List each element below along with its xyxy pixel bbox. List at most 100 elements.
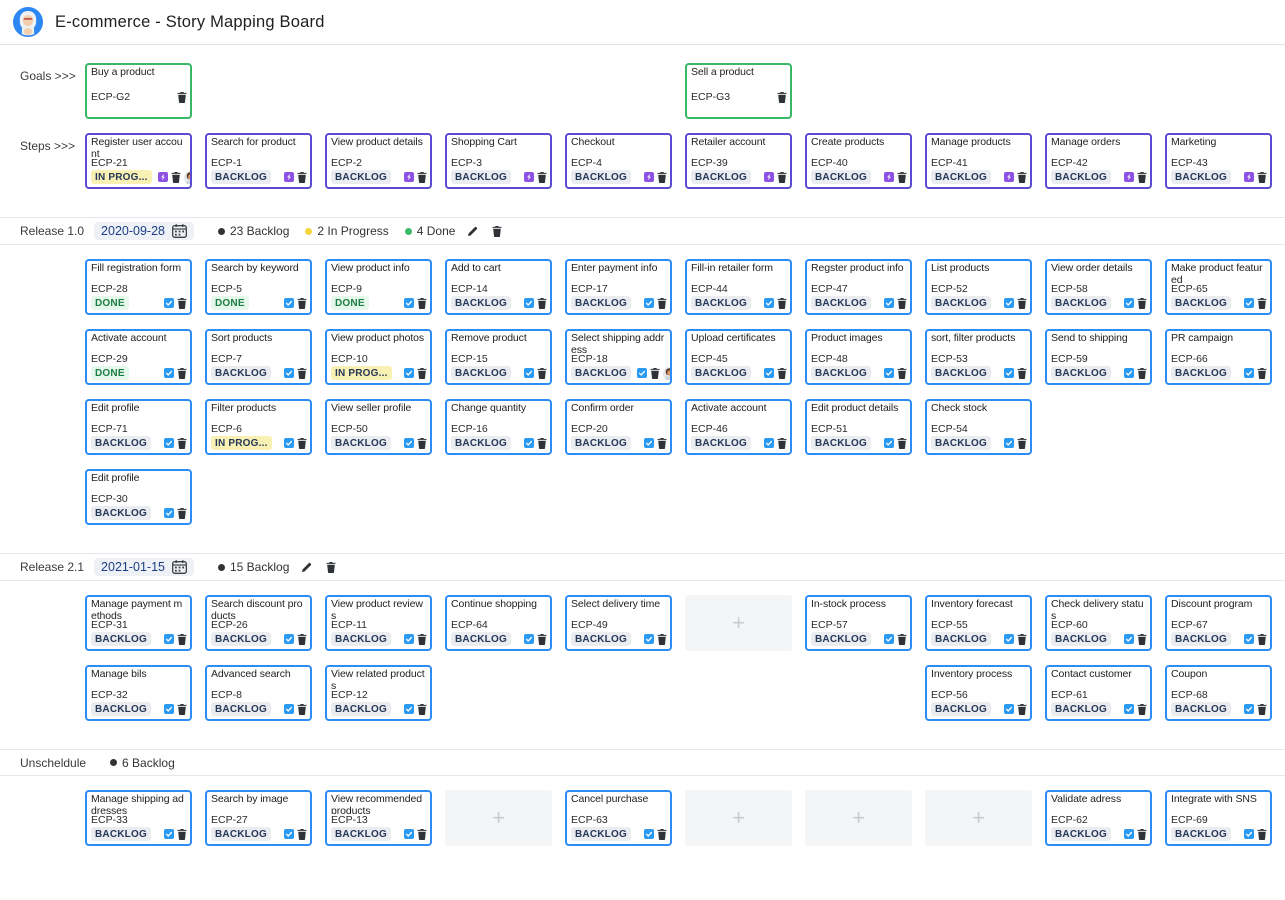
story-card[interactable]: Continue shopping ECP-64 BACKLOG [445, 595, 552, 651]
delete-icon[interactable] [177, 297, 187, 309]
story-card[interactable]: Check stock ECP-54 BACKLOG [925, 399, 1032, 455]
story-card[interactable]: Check delivery status ECP-60 BACKLOG [1045, 595, 1152, 651]
story-card[interactable]: Cancel purchase ECP-63 BACKLOG [565, 790, 672, 846]
story-card[interactable]: Inventory process ECP-56 BACKLOG [925, 665, 1032, 721]
story-card[interactable]: Edit profile ECP-30 BACKLOG [85, 469, 192, 525]
delete-icon[interactable] [297, 828, 307, 840]
delete-icon[interactable] [1257, 703, 1267, 715]
delete-icon[interactable] [1137, 828, 1147, 840]
story-card[interactable]: Product images ECP-48 BACKLOG [805, 329, 912, 385]
delete-icon[interactable] [417, 633, 427, 645]
story-card[interactable]: Enter payment info ECP-17 BACKLOG [565, 259, 672, 315]
delete-icon[interactable] [177, 828, 187, 840]
delete-icon[interactable] [171, 171, 181, 183]
delete-icon[interactable] [417, 171, 427, 183]
story-card[interactable]: Search by keyword ECP-5 DONE [205, 259, 312, 315]
story-card[interactable]: View product reviews ECP-11 BACKLOG [325, 595, 432, 651]
delete-icon[interactable] [1257, 297, 1267, 309]
delete-icon[interactable] [657, 171, 667, 183]
story-card[interactable]: sort, filter products ECP-53 BACKLOG [925, 329, 1032, 385]
step-card[interactable]: Marketing ECP-43 BACKLOG [1165, 133, 1272, 189]
delete-icon[interactable] [177, 703, 187, 715]
step-card[interactable]: Manage orders ECP-42 BACKLOG [1045, 133, 1152, 189]
delete-icon[interactable] [777, 297, 787, 309]
add-card-placeholder[interactable]: + [685, 595, 792, 651]
story-card[interactable]: Remove product ECP-15 BACKLOG [445, 329, 552, 385]
delete-icon[interactable] [537, 633, 547, 645]
delete-icon[interactable] [177, 91, 187, 103]
delete-icon[interactable] [777, 367, 787, 379]
delete-icon[interactable] [1257, 828, 1267, 840]
story-card[interactable]: Confirm order ECP-20 BACKLOG [565, 399, 672, 455]
delete-icon[interactable] [1137, 703, 1147, 715]
story-card[interactable]: Integrate with SNS ECP-69 BACKLOG [1165, 790, 1272, 846]
story-card[interactable]: Search by image ECP-27 BACKLOG [205, 790, 312, 846]
delete-icon[interactable] [1137, 633, 1147, 645]
delete-icon[interactable] [177, 507, 187, 519]
story-card[interactable]: Filter products ECP-6 IN PROG... [205, 399, 312, 455]
delete-icon[interactable] [1017, 703, 1027, 715]
delete-icon[interactable] [417, 703, 427, 715]
delete-icon[interactable] [657, 633, 667, 645]
add-card-placeholder[interactable]: + [445, 790, 552, 846]
delete-icon[interactable] [537, 437, 547, 449]
story-card[interactable]: Send to shipping ECP-59 BACKLOG [1045, 329, 1152, 385]
delete-icon[interactable] [537, 297, 547, 309]
delete-icon[interactable] [1017, 633, 1027, 645]
delete-icon[interactable] [1017, 171, 1027, 183]
release-date-picker[interactable]: 2020-09-28 [94, 222, 194, 240]
delete-icon[interactable] [537, 367, 547, 379]
calendar-icon[interactable] [172, 224, 187, 238]
delete-icon[interactable] [657, 437, 667, 449]
delete-icon[interactable] [897, 633, 907, 645]
delete-icon[interactable] [897, 437, 907, 449]
story-card[interactable]: Discount program ECP-67 BACKLOG [1165, 595, 1272, 651]
delete-icon[interactable] [537, 171, 547, 183]
delete-icon[interactable] [897, 297, 907, 309]
add-card-placeholder[interactable]: + [805, 790, 912, 846]
story-card[interactable]: Activate account ECP-29 DONE [85, 329, 192, 385]
delete-icon[interactable] [897, 367, 907, 379]
story-card[interactable]: Inventory forecast ECP-55 BACKLOG [925, 595, 1032, 651]
delete-icon[interactable] [777, 91, 787, 103]
story-card[interactable]: View related products ECP-12 BACKLOG [325, 665, 432, 721]
story-card[interactable]: Edit product details ECP-51 BACKLOG [805, 399, 912, 455]
story-card[interactable]: Regster product info ECP-47 BACKLOG [805, 259, 912, 315]
story-card[interactable]: Upload certificates ECP-45 BACKLOG [685, 329, 792, 385]
story-card[interactable]: Change quantity ECP-16 BACKLOG [445, 399, 552, 455]
story-card[interactable]: View recommended products ECP-13 BACKLOG [325, 790, 432, 846]
step-card[interactable]: Retailer account ECP-39 BACKLOG [685, 133, 792, 189]
delete-release-icon[interactable] [490, 224, 504, 239]
goal-card[interactable]: Buy a product ECP-G2 [85, 63, 192, 119]
delete-icon[interactable] [297, 633, 307, 645]
delete-icon[interactable] [777, 437, 787, 449]
story-card[interactable]: List products ECP-52 BACKLOG [925, 259, 1032, 315]
delete-release-icon[interactable] [324, 560, 338, 575]
delete-icon[interactable] [177, 633, 187, 645]
story-card[interactable]: Manage shipping addresses ECP-33 BACKLOG [85, 790, 192, 846]
delete-icon[interactable] [1137, 171, 1147, 183]
edit-release-icon[interactable] [465, 224, 480, 239]
delete-icon[interactable] [657, 297, 667, 309]
delete-icon[interactable] [297, 297, 307, 309]
story-card[interactable]: Manage payment methods ECP-31 BACKLOG [85, 595, 192, 651]
delete-icon[interactable] [417, 437, 427, 449]
story-card[interactable]: In-stock process ECP-57 BACKLOG [805, 595, 912, 651]
story-card[interactable]: Contact customer ECP-61 BACKLOG [1045, 665, 1152, 721]
delete-icon[interactable] [1137, 367, 1147, 379]
delete-icon[interactable] [897, 171, 907, 183]
story-card[interactable]: Fill registration form ECP-28 DONE [85, 259, 192, 315]
delete-icon[interactable] [1257, 633, 1267, 645]
delete-icon[interactable] [650, 367, 660, 379]
step-card[interactable]: Search for product ECP-1 BACKLOG [205, 133, 312, 189]
story-card[interactable]: Advanced search ECP-8 BACKLOG [205, 665, 312, 721]
story-card[interactable]: Sort products ECP-7 BACKLOG [205, 329, 312, 385]
delete-icon[interactable] [297, 171, 307, 183]
story-card[interactable]: Validate adress ECP-62 BACKLOG [1045, 790, 1152, 846]
step-card[interactable]: View product details ECP-2 BACKLOG [325, 133, 432, 189]
goal-card[interactable]: Sell a product ECP-G3 [685, 63, 792, 119]
calendar-icon[interactable] [172, 560, 187, 574]
delete-icon[interactable] [177, 367, 187, 379]
story-card[interactable]: View seller profile ECP-50 BACKLOG [325, 399, 432, 455]
delete-icon[interactable] [417, 297, 427, 309]
